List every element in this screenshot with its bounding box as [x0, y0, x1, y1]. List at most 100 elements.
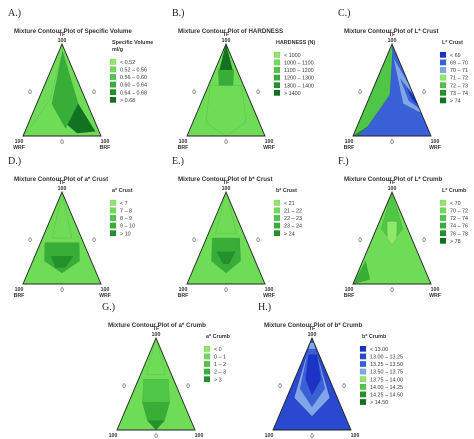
vertex-left-value: 100	[345, 287, 354, 293]
legend-label: 0 – 1	[214, 355, 226, 361]
legend-swatch	[273, 230, 281, 237]
vertex-left-name: BRF	[344, 293, 355, 299]
panel-title: Mixture Contour Plot of b* Crumb	[264, 322, 363, 329]
legend-label: > 3	[214, 377, 222, 383]
contour-fill	[117, 338, 195, 430]
legend-label: 22 – 23	[284, 216, 302, 222]
legend-label: 23 – 24	[284, 224, 302, 230]
contour-band-1	[215, 192, 237, 234]
legend-label: < 7	[120, 201, 128, 207]
legend-swatch	[439, 59, 447, 66]
legend-swatch	[359, 345, 367, 352]
vertex-top-value: 100	[388, 38, 397, 44]
legend-swatch	[273, 59, 281, 66]
legend-label: 1 – 2	[214, 362, 226, 368]
zero-label-right: 0	[92, 90, 96, 96]
zero-label-right: 0	[186, 384, 190, 390]
vertex-right-value: 100	[101, 139, 110, 145]
vertex-top-name: TF	[59, 180, 65, 186]
contour-fill	[273, 338, 351, 430]
legend-swatch	[439, 67, 447, 73]
legend-label: 0.60 – 0.64	[120, 83, 147, 89]
contour-fill	[187, 192, 265, 284]
legend-swatch	[273, 222, 281, 229]
legend-title: b* Crumb	[362, 334, 387, 340]
legend-label: 14.00 – 14.25	[370, 385, 403, 391]
legend-label: 72 – 73	[450, 83, 468, 89]
contour-band-4	[147, 420, 165, 430]
contour-fill	[187, 44, 265, 136]
panel-title: Mixture Contour Plot of b* Crust	[178, 176, 273, 183]
legend-title: ml/g	[112, 47, 123, 53]
legend-swatch	[109, 96, 117, 103]
vertex-right-value: 100	[195, 433, 204, 439]
triangle-outline	[22, 42, 102, 137]
legend-title: a* Crumb	[206, 334, 231, 340]
contour-band-2	[142, 379, 170, 403]
legend-label: 13.75 – 14.00	[370, 377, 403, 383]
legend-label: 1200 – 1300	[284, 76, 314, 82]
legend-label: 74 – 76	[450, 224, 468, 230]
legend-label: 13.50 – 13.75	[370, 370, 403, 376]
vertex-top-name: TF	[389, 180, 395, 186]
legend-swatch	[439, 89, 447, 96]
legend-swatch	[203, 361, 211, 367]
legend-swatch	[109, 58, 117, 65]
zero-label-bottom: 0	[60, 288, 64, 294]
legend-swatch	[203, 345, 211, 352]
vertex-right-value: 100	[431, 287, 440, 293]
legend-title: Specific Volume	[112, 40, 153, 46]
zero-label-bottom: 0	[154, 434, 158, 439]
legend-swatch	[273, 199, 281, 206]
legend-label: 8 – 9	[120, 216, 132, 222]
legend-label: 2 – 3	[214, 370, 226, 376]
vertex-top-value: 100	[222, 186, 231, 192]
legend-title: L* Crust	[442, 40, 463, 46]
legend-label: 72 – 74	[450, 216, 468, 222]
zero-label-bottom: 0	[390, 288, 394, 294]
legend-label: > 0.68	[120, 98, 135, 104]
legend-label: > 1400	[284, 91, 301, 97]
legend-label: 7 – 8	[120, 209, 132, 215]
zero-label-right: 0	[256, 90, 260, 96]
legend-swatch	[359, 399, 367, 405]
zero-label-right: 0	[342, 384, 346, 390]
vertex-left-name: BRF	[14, 293, 25, 299]
panel-title: Mixture Contour Plot of L* Crust	[344, 28, 439, 35]
legend-label: 1300 – 1400	[284, 83, 314, 89]
legend-label: < 21	[284, 201, 295, 207]
legend-swatch	[273, 215, 281, 221]
vertex-top-name: TF	[59, 32, 65, 38]
legend-swatch	[359, 391, 367, 398]
legend-swatch	[439, 51, 447, 58]
legend-title: L* Crumb	[442, 188, 467, 194]
panel-title: Mixture Contour Plot of a* Crumb	[108, 322, 206, 329]
triangle-outline	[186, 190, 266, 285]
zero-label-left: 0	[192, 90, 196, 96]
contour-panel-3: C.)Mixture Contour Plot of L* CrustTF100…	[338, 8, 468, 151]
legend-swatch	[109, 81, 117, 88]
zero-label-right: 0	[92, 238, 96, 244]
contour-band-2	[218, 69, 234, 86]
zero-label-right: 0	[422, 238, 426, 244]
legend-swatch	[273, 74, 281, 81]
panel-label: H.)	[258, 302, 271, 313]
legend-label: 1100 – 1200	[284, 68, 314, 74]
contour-band-3	[353, 260, 371, 284]
legend-swatch	[203, 376, 211, 383]
vertex-top-value: 100	[152, 332, 161, 338]
contour-band-2	[353, 126, 368, 136]
zero-label-left: 0	[358, 90, 362, 96]
legend-swatch	[109, 89, 117, 96]
legend-label: < 0.52	[120, 60, 135, 66]
contour-band-1	[52, 192, 72, 239]
triangle-outline	[22, 190, 102, 285]
zero-label-left: 0	[358, 238, 362, 244]
panel-title: Mixture Contour Plot of HARDNESS	[178, 28, 283, 35]
vertex-left-value: 100	[109, 433, 118, 439]
legend-swatch	[109, 66, 117, 73]
contour-band-3	[305, 354, 321, 396]
vertex-top-value: 100	[308, 332, 317, 338]
panel-label: A.)	[8, 8, 21, 19]
